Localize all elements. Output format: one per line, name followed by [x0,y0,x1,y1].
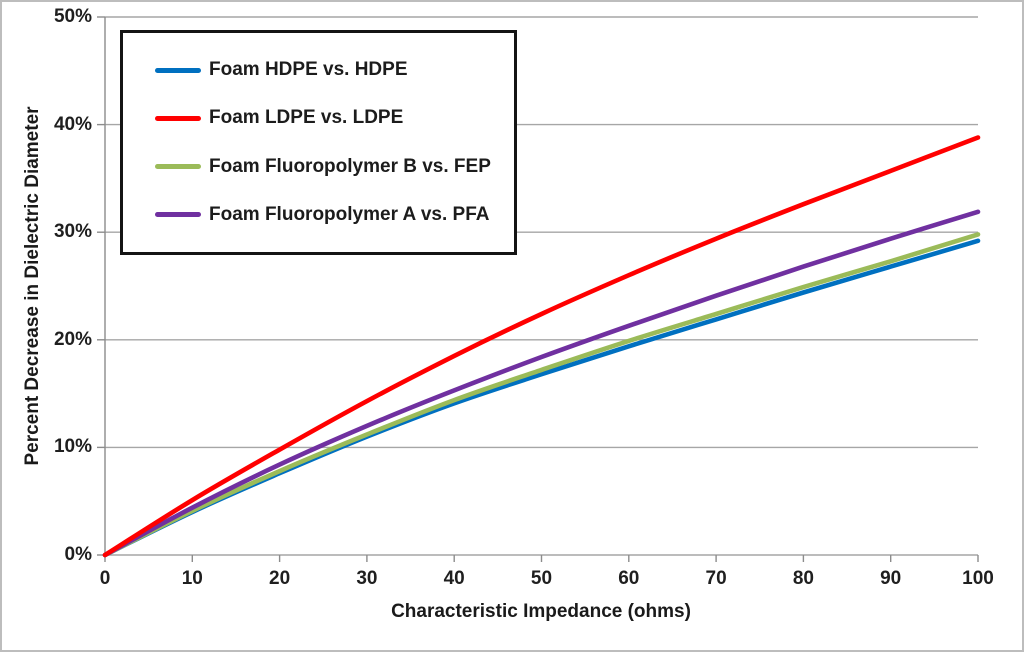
x-tick-label: 40 [443,568,465,589]
x-tick-label: 10 [181,568,203,589]
x-tick-label: 70 [705,568,727,589]
series-line-2 [102,135,981,558]
legend-item-fluoropolymer-b: Foam Fluoropolymer B vs. FEP [155,156,514,178]
y-tick-label: 40% [53,113,92,135]
x-tick-label: 100 [962,568,994,589]
legend-line-swatch-blue [155,67,201,73]
series-line-1 [102,238,981,558]
legend-line-swatch-purple [155,212,201,218]
x-tick-label: 90 [880,568,902,589]
y-tick-label: 0% [64,544,92,565]
x-axis-title: Characteristic Impedance (ohms) [391,601,691,622]
legend-label: Foam HDPE vs. HDPE [209,59,408,81]
x-tick-label: 20 [269,568,291,589]
x-tick-label: 50 [530,568,553,589]
legend-line-swatch-green [155,164,201,170]
legend-label: Foam LDPE vs. LDPE [209,107,404,129]
series-line-4 [102,209,981,558]
x-tick-label: 80 [792,568,814,589]
legend-label: Foam Fluoropolymer A vs. PFA [209,203,490,225]
series-line-3 [102,232,981,558]
x-tick-label: 0 [99,568,111,589]
y-tick-label: 30% [53,221,92,243]
legend-line-swatch-red [155,115,201,121]
legend-item-fluoropolymer-a: Foam Fluoropolymer A vs. PFA [155,204,514,226]
y-tick-label: 50% [53,6,92,27]
legend-item-foam-hdpe: Foam HDPE vs. HDPE [155,59,514,81]
y-axis-title: Percent Decrease in Dielectric Diameter [22,106,43,466]
legend-label: Foam Fluoropolymer B vs. FEP [209,155,491,177]
legend-item-foam-ldpe: Foam LDPE vs. LDPE [155,107,514,129]
legend: Foam HDPE vs. HDPE Foam LDPE vs. LDPE Fo… [120,30,517,255]
y-tick-label: 20% [53,328,92,350]
x-tick-label: 30 [356,568,378,589]
x-tick-label: 60 [618,568,640,589]
y-tick-label: 10% [53,436,92,458]
